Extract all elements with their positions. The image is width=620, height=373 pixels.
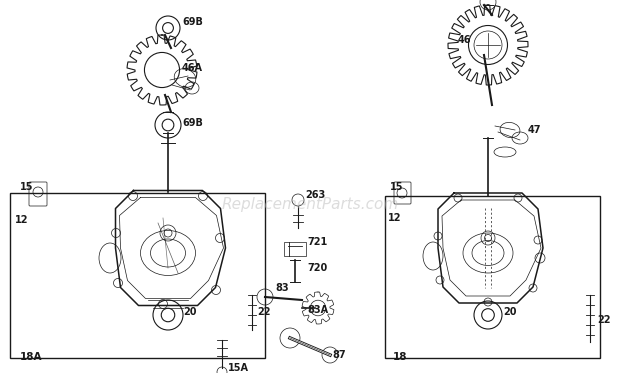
Bar — [10, 193, 265, 358]
Text: 69B: 69B — [182, 17, 203, 27]
Text: 18: 18 — [393, 352, 407, 362]
Text: 22: 22 — [257, 307, 270, 317]
Text: 22: 22 — [597, 315, 611, 325]
Text: 15A: 15A — [228, 363, 249, 373]
Text: 46A: 46A — [182, 63, 203, 73]
Text: 721: 721 — [307, 237, 327, 247]
Text: 83: 83 — [275, 283, 289, 293]
Text: 69B: 69B — [182, 118, 203, 128]
Text: 18A: 18A — [20, 352, 43, 362]
Text: 12: 12 — [388, 213, 402, 223]
Text: 720: 720 — [307, 263, 327, 273]
Text: 12: 12 — [15, 215, 29, 225]
Text: 47: 47 — [528, 125, 541, 135]
Text: 46: 46 — [458, 35, 471, 45]
Bar — [284, 242, 306, 256]
Text: 15: 15 — [390, 182, 404, 192]
Text: 20: 20 — [183, 307, 197, 317]
Text: ReplacementParts.com: ReplacementParts.com — [221, 197, 399, 213]
Text: 83A: 83A — [307, 305, 328, 315]
Text: 20: 20 — [503, 307, 516, 317]
Bar — [385, 196, 600, 358]
Text: 87: 87 — [332, 350, 345, 360]
Text: 15: 15 — [20, 182, 33, 192]
Text: 263: 263 — [305, 190, 326, 200]
